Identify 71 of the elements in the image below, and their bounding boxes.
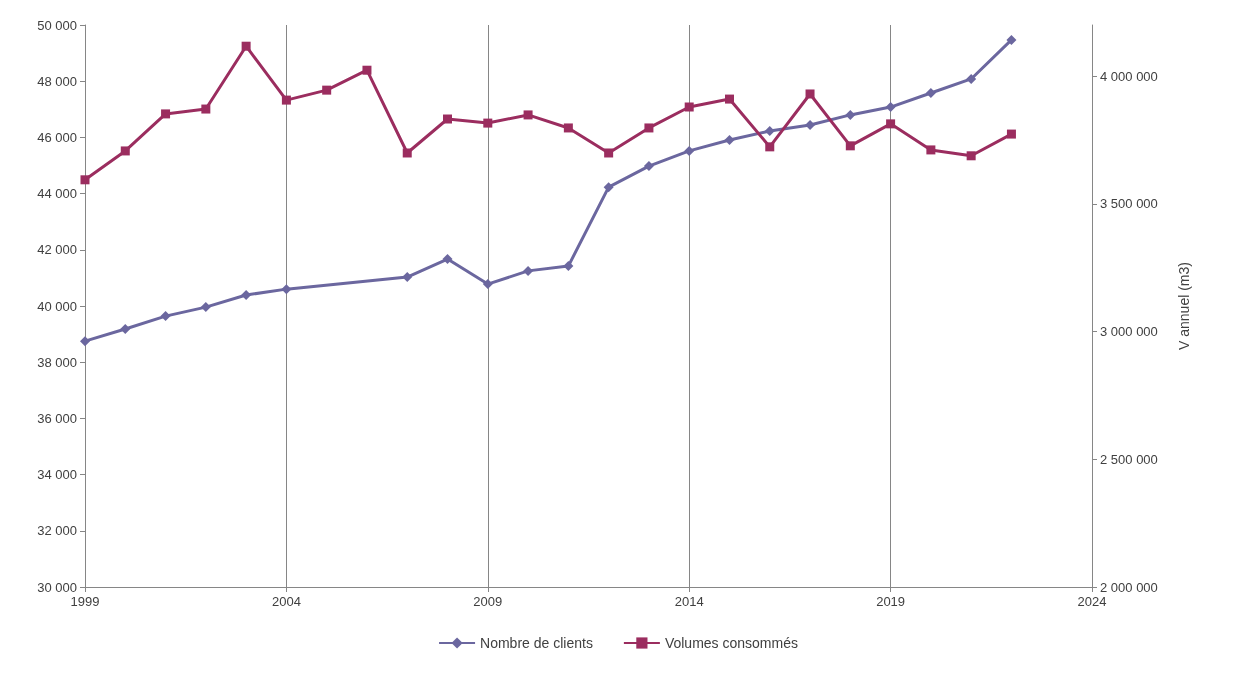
y-tick-label: 48 000 — [37, 73, 77, 89]
y-tick-label: 46 000 — [37, 129, 77, 145]
y-tick-label: 42 000 — [37, 242, 77, 258]
point — [281, 95, 291, 105]
point — [402, 148, 412, 158]
point — [80, 336, 90, 347]
point — [966, 73, 977, 84]
x-tick-label: 2009 — [473, 594, 503, 609]
point — [724, 134, 735, 145]
point — [523, 265, 534, 276]
point — [966, 151, 976, 161]
y2-tick-label: 3 500 000 — [1100, 196, 1158, 212]
point — [482, 279, 493, 290]
y-tick-label: 36 000 — [37, 410, 77, 426]
point — [926, 145, 936, 155]
point — [643, 161, 654, 172]
y2-axis-title: V annuel (m3) — [1176, 262, 1192, 350]
point — [644, 123, 654, 133]
y-tick-label: 32 000 — [37, 523, 77, 539]
point — [885, 102, 896, 113]
x-tick-label: 2019 — [876, 594, 906, 609]
y-tick-label: 34 000 — [37, 467, 77, 483]
point — [80, 175, 90, 185]
x-tick-label: 2024 — [1077, 594, 1107, 609]
point — [362, 65, 372, 75]
y-tick-label: 40 000 — [37, 298, 77, 314]
y-tick-label: 38 000 — [37, 354, 77, 370]
point — [241, 41, 251, 51]
point — [684, 102, 694, 112]
y2-tick-label: 2 000 000 — [1100, 579, 1158, 595]
y-tick-label: 44 000 — [37, 186, 77, 202]
y-tick-label: 50 000 — [37, 17, 77, 33]
point — [201, 104, 211, 114]
point — [322, 85, 332, 95]
x-tick-label: 2014 — [674, 594, 704, 609]
point — [604, 148, 614, 158]
point — [603, 182, 614, 193]
y2-tick-label: 2 500 000 — [1100, 451, 1158, 467]
point — [200, 302, 211, 313]
point — [563, 123, 573, 133]
point — [483, 118, 493, 128]
point — [724, 94, 734, 104]
legend-label: Volumes consommés — [664, 635, 798, 651]
point — [886, 119, 896, 129]
point — [845, 109, 856, 120]
x-tick-label: 1999 — [70, 594, 100, 609]
point — [684, 145, 695, 156]
point — [241, 290, 252, 301]
point — [1006, 129, 1016, 139]
legend-label: Nombre de clients — [480, 635, 593, 651]
point — [161, 109, 171, 119]
point — [1006, 34, 1017, 45]
point — [160, 311, 171, 322]
x-tick-label: 2004 — [271, 594, 301, 609]
point — [402, 272, 413, 283]
point — [281, 284, 292, 295]
point — [765, 142, 775, 152]
point — [120, 324, 131, 335]
point — [443, 114, 453, 124]
point — [925, 88, 936, 98]
point — [120, 146, 130, 156]
point — [805, 89, 815, 99]
y2-tick-label: 3 000 000 — [1100, 324, 1158, 340]
point — [563, 261, 574, 272]
y2-tick-label: 4 000 000 — [1100, 68, 1158, 84]
point — [845, 141, 855, 151]
y-tick-label: 30 000 — [37, 579, 77, 595]
point — [523, 110, 533, 120]
point — [805, 120, 816, 131]
point — [442, 254, 453, 265]
point — [764, 125, 775, 136]
